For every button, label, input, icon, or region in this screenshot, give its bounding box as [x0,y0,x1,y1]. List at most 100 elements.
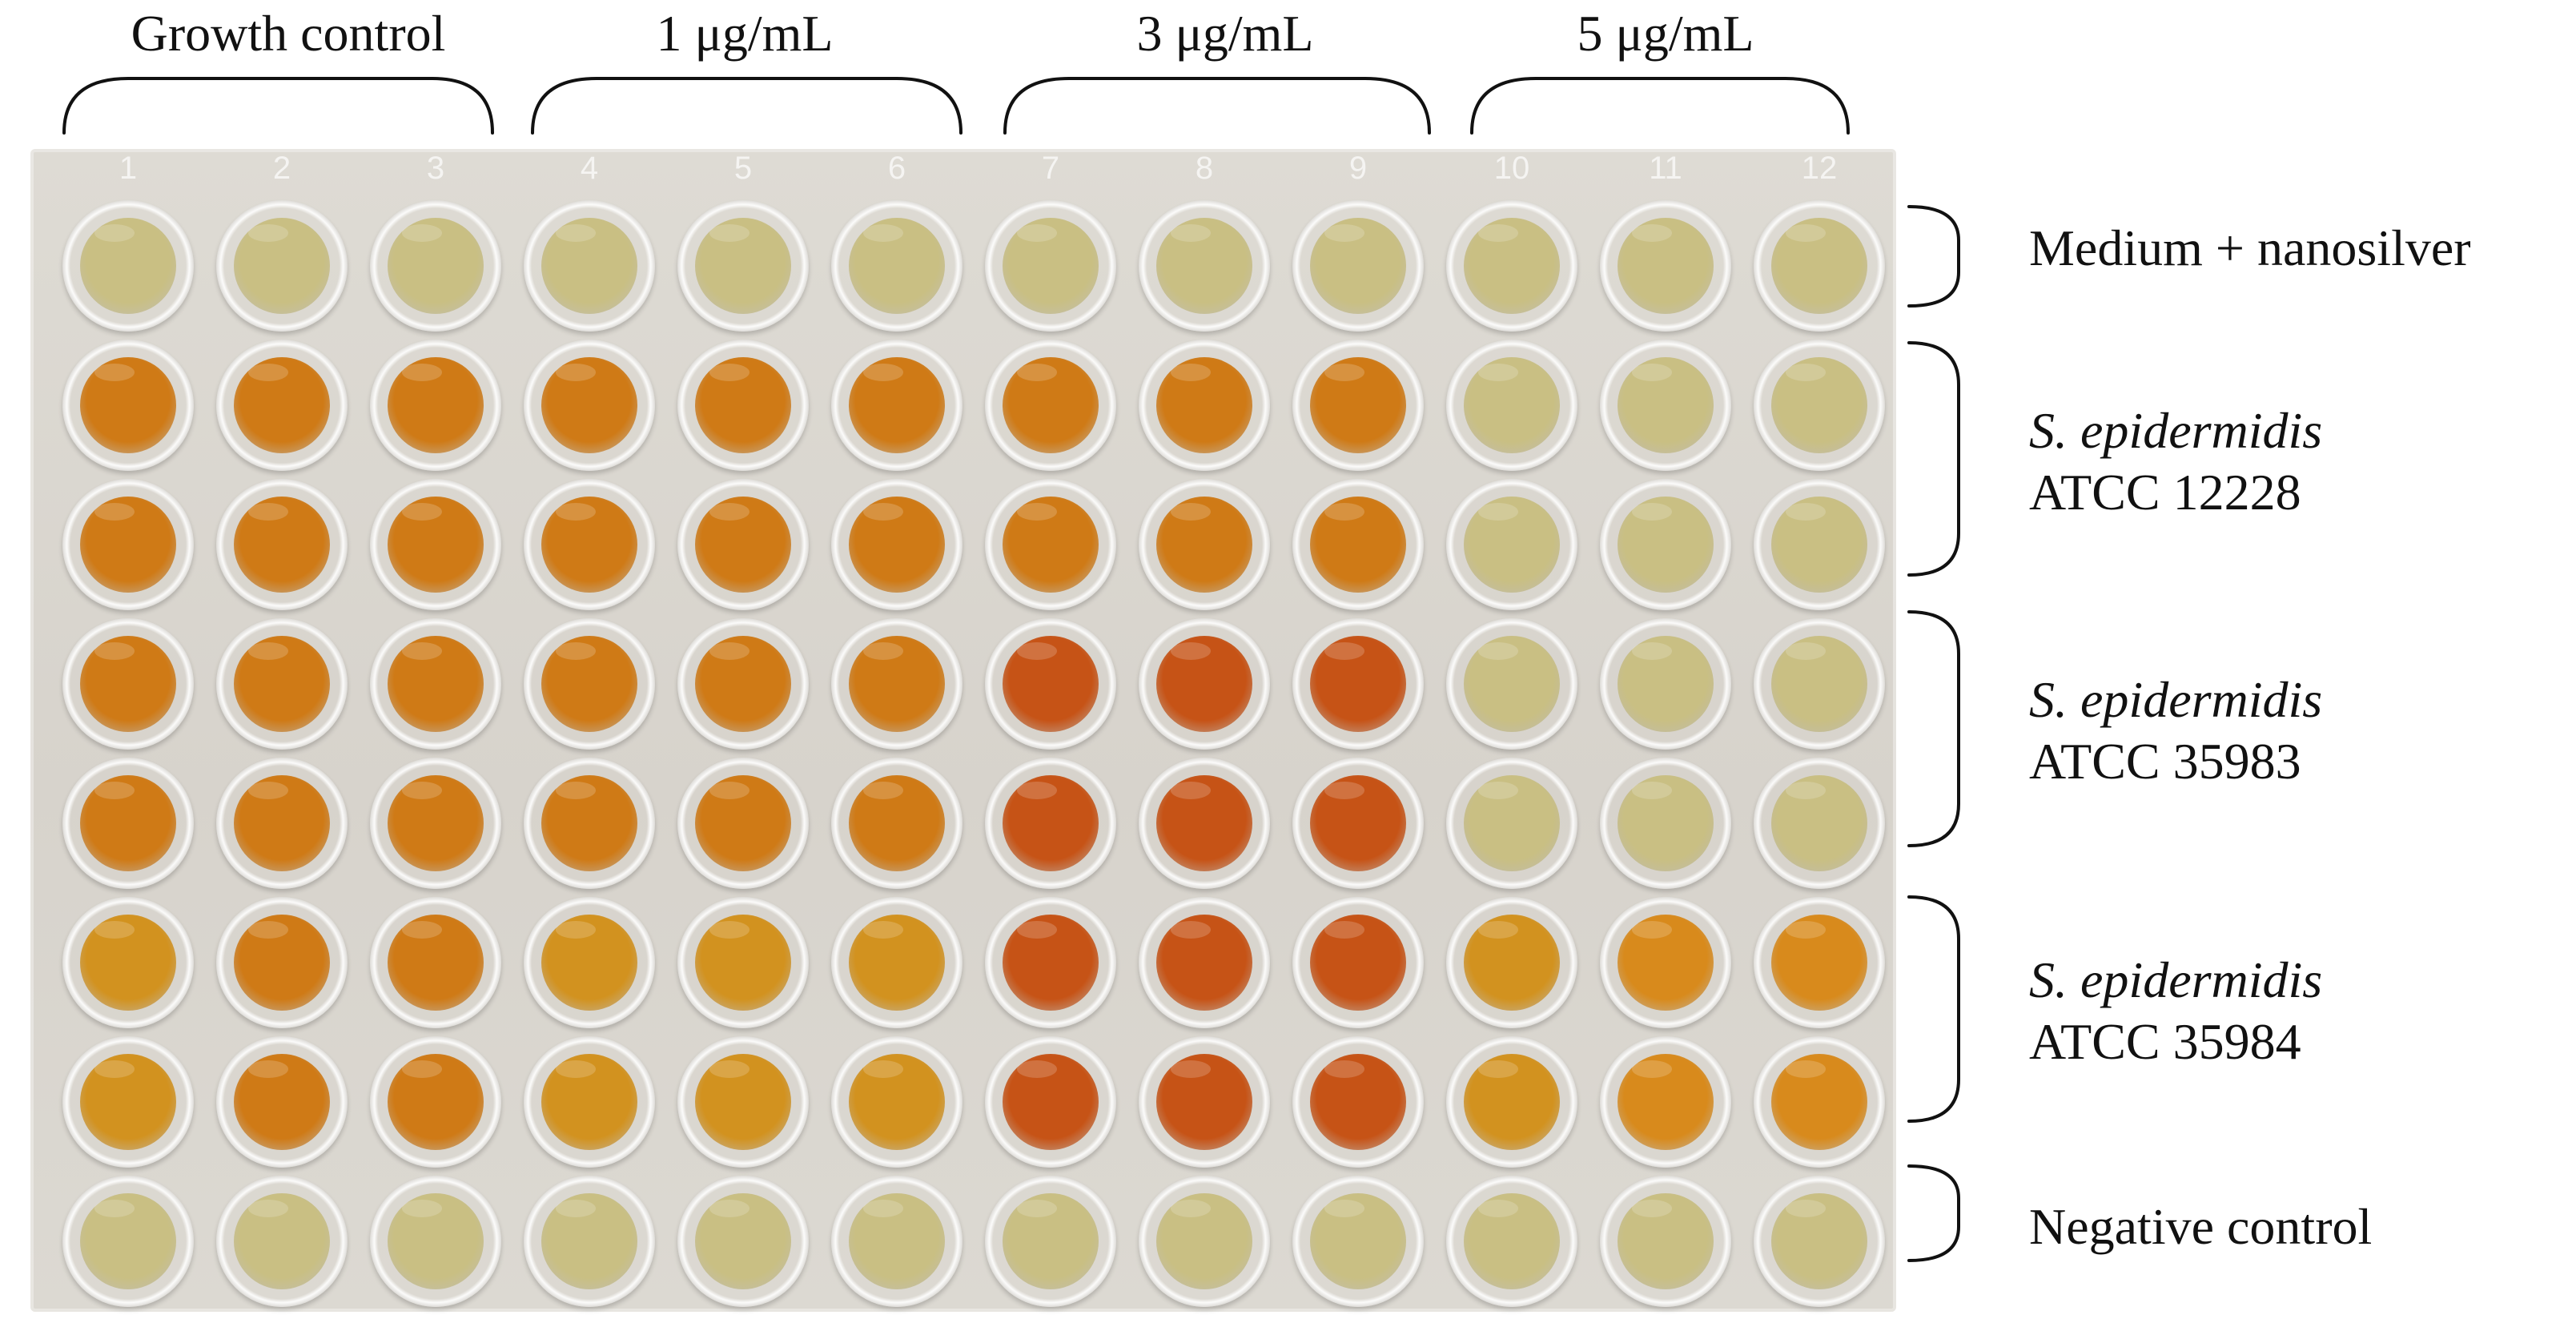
column-number: 10 [1493,151,1530,186]
well [677,1036,809,1168]
well-highlight [1632,1060,1672,1078]
well-highlight [863,1200,903,1217]
well-fluid [234,1054,330,1150]
well [1754,897,1885,1028]
well [1754,758,1885,889]
well-highlight [1632,642,1672,660]
well [524,479,655,610]
well [524,1176,655,1307]
well [1754,1036,1885,1168]
well-highlight [1478,364,1518,381]
well [1754,200,1885,332]
well-highlight [863,782,903,799]
well-fluid [695,636,791,732]
well-highlight [1632,224,1672,242]
well [677,758,809,889]
well-highlight [556,224,596,242]
well [216,1176,348,1307]
well-highlight [94,224,135,242]
well-fluid [849,497,945,593]
well-fluid [1310,636,1406,732]
row-label-text: Negative control [2029,1198,2373,1255]
well-fluid [1156,357,1252,453]
well-fluid [1310,218,1406,314]
well-fluid [1771,915,1867,1011]
column-number: 3 [426,151,445,186]
well-highlight [709,782,749,799]
well-highlight [1786,364,1826,381]
well [1446,340,1577,471]
header-5ug: 5 μg/mL [1577,5,1754,62]
well-fluid [80,915,176,1011]
well [62,479,194,610]
brace-3ug [1003,77,1431,135]
well-fluid [80,636,176,732]
species-name: S. epidermidis [2029,671,2323,728]
well [1292,1176,1424,1307]
well [1139,340,1270,471]
well-fluid [388,775,484,871]
well-fluid [1003,497,1099,593]
well-highlight [1324,224,1364,242]
brace-growth-control [62,77,494,135]
well-highlight [709,224,749,242]
column-number: 2 [272,151,291,186]
well-fluid [541,1193,637,1289]
well-fluid [1310,1193,1406,1289]
well-fluid [1771,357,1867,453]
well-fluid [849,775,945,871]
well-fluid [541,636,637,732]
well-fluid [849,1054,945,1150]
well-fluid [1310,357,1406,453]
well [985,340,1116,471]
well [1600,618,1731,750]
brace-atcc-35984 [1907,895,1960,1123]
well-fluid [1771,775,1867,871]
well-fluid [1618,1193,1714,1289]
column-number: 8 [1195,151,1214,186]
well-highlight [248,364,288,381]
well-fluid [695,218,791,314]
well [985,1036,1116,1168]
well-fluid [80,497,176,593]
well-highlight [1632,921,1672,939]
well-highlight [709,1200,749,1217]
well [1292,479,1424,610]
well-fluid [1156,218,1252,314]
well [985,1176,1116,1307]
well-highlight [402,921,442,939]
well [985,479,1116,610]
well [677,340,809,471]
well-fluid [1003,775,1099,871]
well [831,1176,962,1307]
well [370,1036,501,1168]
well-fluid [695,1193,791,1289]
well [1446,618,1577,750]
well-highlight [1324,1200,1364,1217]
well-highlight [1324,782,1364,799]
well-highlight [1786,642,1826,660]
brace-medium-nanosilver [1907,205,1960,308]
microplate: 1 2 3 4 5 6 7 8 9 10 11 12 [30,149,1896,1312]
well-fluid [1464,1054,1560,1150]
well-highlight [556,364,596,381]
well-highlight [248,782,288,799]
header-growth-control: Growth control [131,5,446,62]
well [370,618,501,750]
well-highlight [402,224,442,242]
well [831,897,962,1028]
row-label-atcc-35984: S. epidermidis ATCC 35984 [2029,950,2322,1073]
well-highlight [402,642,442,660]
well-fluid [1771,1193,1867,1289]
well [831,479,962,610]
well [1446,479,1577,610]
row-brace-group [1907,205,1960,1262]
well-highlight [1017,364,1057,381]
well-fluid [1618,218,1714,314]
well-highlight [863,503,903,521]
well-highlight [1478,1060,1518,1078]
well [1600,1036,1731,1168]
well-fluid [541,1054,637,1150]
well-highlight [1017,224,1057,242]
well-highlight [556,921,596,939]
